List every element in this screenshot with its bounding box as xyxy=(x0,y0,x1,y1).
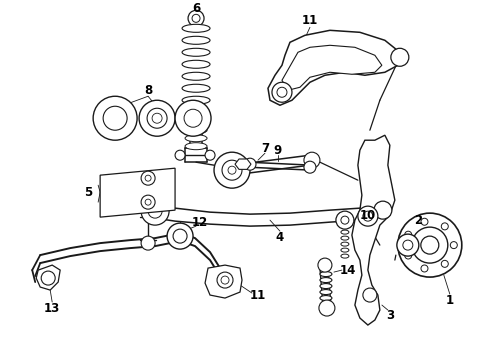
Ellipse shape xyxy=(320,296,332,301)
Text: 11: 11 xyxy=(302,14,318,27)
Circle shape xyxy=(403,240,413,250)
Ellipse shape xyxy=(182,72,210,80)
Circle shape xyxy=(141,195,155,209)
Text: 11: 11 xyxy=(250,289,266,302)
Circle shape xyxy=(214,152,250,188)
Circle shape xyxy=(147,108,167,128)
Circle shape xyxy=(205,150,215,160)
Circle shape xyxy=(244,158,256,170)
Text: 4: 4 xyxy=(276,231,284,244)
Circle shape xyxy=(148,204,162,218)
Text: 5: 5 xyxy=(84,186,92,199)
Ellipse shape xyxy=(182,60,210,68)
Circle shape xyxy=(450,242,457,249)
Text: 6: 6 xyxy=(192,2,200,15)
Circle shape xyxy=(175,100,211,136)
Circle shape xyxy=(397,234,419,256)
Circle shape xyxy=(358,206,378,226)
Circle shape xyxy=(441,260,448,267)
Circle shape xyxy=(336,211,354,229)
Ellipse shape xyxy=(320,271,332,276)
Circle shape xyxy=(405,231,412,238)
Ellipse shape xyxy=(185,127,207,134)
Circle shape xyxy=(319,300,335,316)
Circle shape xyxy=(221,276,229,284)
Text: 7: 7 xyxy=(261,142,269,155)
Text: 14: 14 xyxy=(340,264,356,276)
Circle shape xyxy=(304,161,316,173)
Polygon shape xyxy=(268,30,400,105)
Ellipse shape xyxy=(320,278,332,283)
Ellipse shape xyxy=(320,289,332,294)
Circle shape xyxy=(145,199,151,205)
Ellipse shape xyxy=(341,248,349,252)
Circle shape xyxy=(341,216,349,224)
Ellipse shape xyxy=(182,96,210,104)
Circle shape xyxy=(272,82,292,102)
Ellipse shape xyxy=(341,242,349,246)
Ellipse shape xyxy=(185,135,207,142)
Circle shape xyxy=(152,113,162,123)
Polygon shape xyxy=(352,135,395,325)
Circle shape xyxy=(173,229,187,243)
Text: 2: 2 xyxy=(414,213,422,227)
Ellipse shape xyxy=(185,143,207,150)
Polygon shape xyxy=(205,265,242,298)
Circle shape xyxy=(188,10,204,26)
Circle shape xyxy=(441,223,448,230)
Circle shape xyxy=(398,213,462,277)
Circle shape xyxy=(141,171,155,185)
Circle shape xyxy=(363,211,373,221)
Circle shape xyxy=(222,160,242,180)
Polygon shape xyxy=(235,159,251,169)
Text: 3: 3 xyxy=(386,309,394,321)
Text: 10: 10 xyxy=(360,209,376,222)
Ellipse shape xyxy=(182,84,210,92)
Circle shape xyxy=(139,100,175,136)
Polygon shape xyxy=(100,168,175,217)
Circle shape xyxy=(391,48,409,66)
Circle shape xyxy=(217,272,233,288)
Circle shape xyxy=(103,106,127,130)
Ellipse shape xyxy=(182,24,210,32)
Circle shape xyxy=(145,175,151,181)
Ellipse shape xyxy=(182,48,210,56)
Circle shape xyxy=(277,87,287,97)
Text: 1: 1 xyxy=(446,293,454,307)
Circle shape xyxy=(405,252,412,259)
Text: 8: 8 xyxy=(144,84,152,97)
Circle shape xyxy=(318,258,332,272)
Circle shape xyxy=(304,152,320,168)
Circle shape xyxy=(93,96,137,140)
Circle shape xyxy=(141,236,155,250)
Circle shape xyxy=(363,288,377,302)
Circle shape xyxy=(412,227,448,263)
Circle shape xyxy=(421,236,439,254)
Circle shape xyxy=(175,150,185,160)
Circle shape xyxy=(192,14,200,22)
Circle shape xyxy=(141,197,169,225)
Circle shape xyxy=(374,201,392,219)
Ellipse shape xyxy=(320,284,332,289)
Circle shape xyxy=(184,109,202,127)
Ellipse shape xyxy=(341,236,349,240)
Text: 9: 9 xyxy=(274,144,282,157)
Polygon shape xyxy=(36,265,60,290)
Ellipse shape xyxy=(341,230,349,234)
Circle shape xyxy=(421,218,428,225)
Ellipse shape xyxy=(185,119,207,126)
Circle shape xyxy=(167,223,193,249)
Text: 13: 13 xyxy=(44,302,60,315)
Circle shape xyxy=(41,271,55,285)
Polygon shape xyxy=(282,45,382,90)
Ellipse shape xyxy=(182,36,210,44)
Ellipse shape xyxy=(341,254,349,258)
Circle shape xyxy=(421,265,428,272)
Text: 12: 12 xyxy=(192,216,208,229)
Circle shape xyxy=(228,166,236,174)
